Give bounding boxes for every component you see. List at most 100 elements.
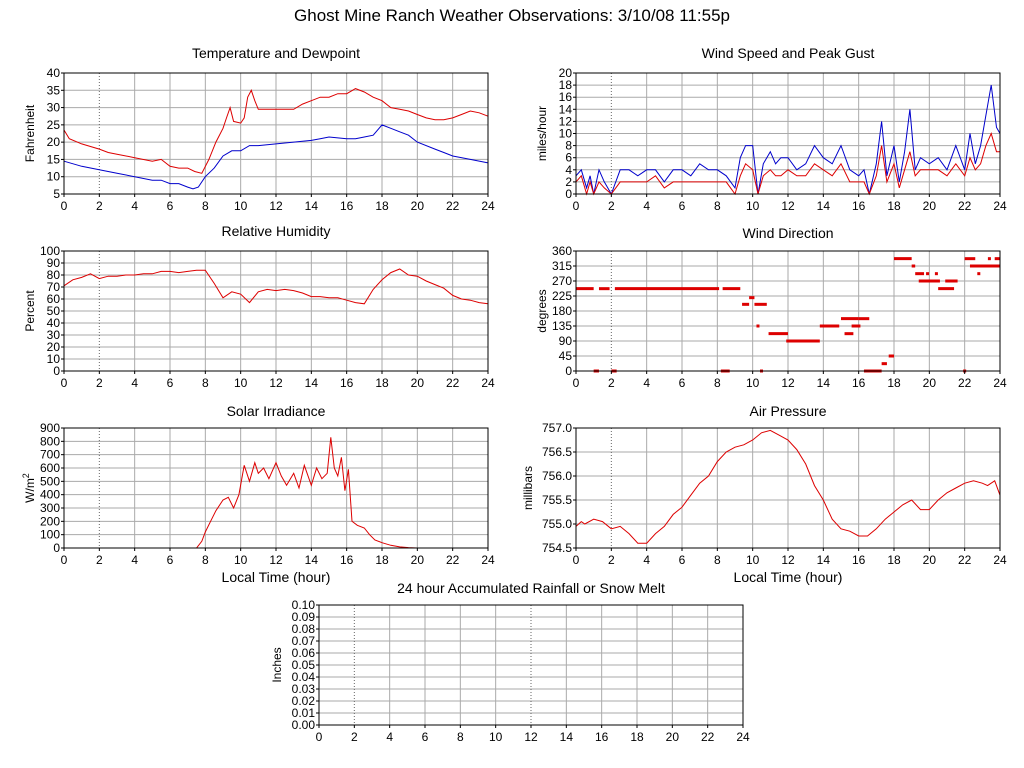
y-tick-label: 45 [559, 349, 573, 363]
y-tick-label: 400 [40, 488, 60, 502]
x-tick-label: 22 [958, 376, 972, 390]
x-tick-label: 16 [852, 199, 866, 213]
x-tick-label: 20 [923, 199, 937, 213]
chart-title: Temperature and Dewpoint [192, 45, 360, 61]
x-tick-label: 2 [608, 376, 615, 390]
x-tick-label: 16 [852, 553, 866, 567]
x-tick-label: 18 [887, 553, 901, 567]
x-tick-label: 6 [167, 553, 174, 567]
chart-pressure: Air Pressure 754.5 755.0 755.5 756.0 756.5 757… [521, 403, 1007, 585]
y-axis-label: degrees [535, 289, 549, 332]
y-tick-label: 18 [559, 78, 573, 92]
y-tick-label: 90 [47, 256, 61, 270]
series-line-1 [63, 268, 489, 305]
y-tick-label: 800 [40, 434, 60, 448]
series-line-1 [575, 429, 1001, 544]
x-tick-label: 2 [351, 730, 358, 744]
x-tick-label: 16 [340, 376, 354, 390]
series-line-1 [575, 85, 1001, 196]
direction-point [977, 272, 981, 276]
y-tick-label: 30 [47, 101, 61, 115]
x-tick-label: 16 [340, 553, 354, 567]
x-tick-label: 24 [993, 199, 1007, 213]
x-tick-label: 14 [817, 376, 831, 390]
x-tick-label: 8 [202, 376, 209, 390]
chart-solar: Solar Irradiance010020030040050060070080… [21, 403, 495, 585]
x-tick-label: 4 [643, 553, 650, 567]
y-axis-label: millibars [521, 466, 535, 510]
x-tick-label: 12 [269, 376, 283, 390]
series-line-1 [63, 88, 489, 174]
x-tick-label: 12 [781, 376, 795, 390]
y-tick-label: 10 [559, 127, 573, 141]
y-tick-label: 0 [565, 187, 572, 201]
y-tick-label: 0.10 [292, 598, 316, 612]
y-tick-label: 50 [47, 304, 61, 318]
x-tick-label: 20 [411, 376, 425, 390]
x-tick-label: 2 [608, 199, 615, 213]
x-tick-label: 0 [61, 199, 68, 213]
x-tick-label: 24 [481, 553, 495, 567]
x-tick-label: 2 [96, 376, 103, 390]
x-tick-label: 22 [446, 553, 460, 567]
y-tick-label: 755.5 [542, 493, 572, 507]
y-tick-label: 90 [559, 334, 573, 348]
x-tick-label: 18 [887, 376, 901, 390]
x-tick-label: 14 [817, 199, 831, 213]
x-tick-label: 2 [608, 553, 615, 567]
x-tick-label: 22 [446, 199, 460, 213]
direction-point [987, 257, 991, 261]
chart-title: Wind Direction [742, 225, 833, 241]
y-tick-label: 0.03 [292, 682, 316, 696]
x-tick-label: 14 [560, 730, 574, 744]
x-tick-label: 10 [746, 199, 760, 213]
x-tick-label: 8 [202, 553, 209, 567]
x-tick-label: 0 [316, 730, 323, 744]
x-tick-label: 4 [131, 376, 138, 390]
y-tick-label: 40 [47, 316, 61, 330]
y-tick-label: 180 [552, 304, 572, 318]
x-tick-label: 14 [305, 553, 319, 567]
x-tick-label: 6 [679, 376, 686, 390]
x-tick-label: 0 [61, 553, 68, 567]
x-tick-label: 12 [781, 553, 795, 567]
y-tick-label: 40 [47, 66, 61, 80]
x-tick-label: 12 [524, 730, 538, 744]
x-tick-label: 20 [923, 553, 937, 567]
x-tick-label: 0 [573, 376, 580, 390]
y-axis-label-superscript: 2 [21, 473, 31, 478]
x-tick-label: 18 [630, 730, 644, 744]
y-tick-label: 0.06 [292, 646, 316, 660]
x-tick-label: 12 [781, 199, 795, 213]
x-tick-label: 22 [701, 730, 715, 744]
x-tick-label: 4 [643, 376, 650, 390]
x-tick-label: 14 [817, 553, 831, 567]
y-tick-label: 0.00 [292, 718, 316, 732]
y-tick-label: 0 [53, 541, 60, 555]
y-tick-label: 5 [53, 187, 60, 201]
y-tick-label: 20 [47, 135, 61, 149]
y-tick-label: 200 [40, 514, 60, 528]
y-tick-label: 10 [47, 170, 61, 184]
x-tick-label: 20 [666, 730, 680, 744]
y-tick-label: 360 [552, 244, 572, 258]
x-tick-label: 2 [96, 553, 103, 567]
x-tick-label: 22 [958, 199, 972, 213]
y-tick-label: 35 [47, 83, 61, 97]
y-tick-label: 0.07 [292, 634, 316, 648]
chart-temp: Temperature and Dewpoint 5 10 15 20 25 30 35 40 0… [23, 45, 495, 213]
x-tick-label: 18 [375, 199, 389, 213]
x-tick-label: 8 [714, 553, 721, 567]
x-tick-label: 20 [411, 553, 425, 567]
x-tick-label: 6 [679, 553, 686, 567]
x-tick-label: 8 [714, 199, 721, 213]
y-tick-label: 0.04 [292, 670, 316, 684]
y-tick-label: 270 [552, 274, 572, 288]
chart-rain: 24 hour Accumulated Rainfall or Snow Mel… [270, 580, 750, 744]
chart-title: 24 hour Accumulated Rainfall or Snow Mel… [397, 580, 665, 596]
x-tick-label: 24 [736, 730, 750, 744]
y-tick-label: 300 [40, 501, 60, 515]
x-tick-label: 14 [305, 376, 319, 390]
chart-rh: Relative Humidity01020304050607080901000… [23, 223, 495, 390]
